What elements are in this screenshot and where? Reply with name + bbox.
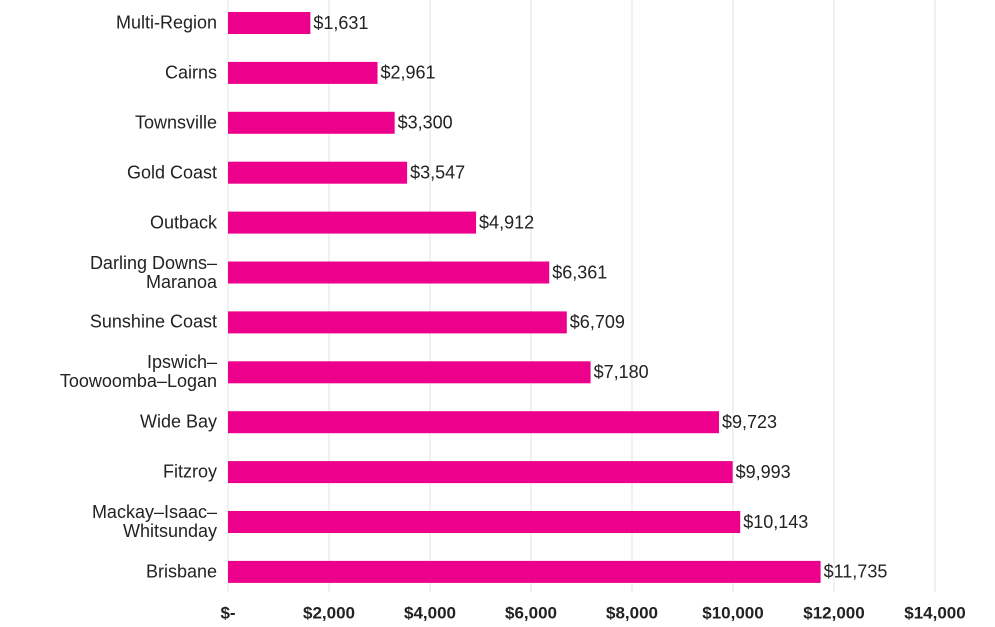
data-label: $6,361 xyxy=(552,262,607,282)
category-label: Wide Bay xyxy=(139,411,217,432)
bar xyxy=(228,311,567,334)
bar xyxy=(228,411,720,434)
x-tick-label: $6,000 xyxy=(505,603,557,622)
bar xyxy=(228,161,408,184)
x-tick-label: $- xyxy=(220,603,235,622)
data-label: $3,300 xyxy=(398,113,453,133)
data-label: $2,961 xyxy=(381,63,436,83)
category-label: Gold Coast xyxy=(126,162,217,183)
data-label: $7,180 xyxy=(594,362,649,382)
bar xyxy=(228,61,378,84)
x-tick-label: $4,000 xyxy=(404,603,456,622)
category-label: Townsville xyxy=(134,112,217,133)
category-label: Cairns xyxy=(164,62,217,83)
bar xyxy=(228,461,733,484)
category-label: Outback xyxy=(149,212,217,233)
category-label: Multi-Region xyxy=(115,12,217,33)
bar xyxy=(228,511,741,533)
bar xyxy=(228,12,311,34)
x-tick-label: $10,000 xyxy=(702,603,763,622)
category-label: Sunshine Coast xyxy=(89,311,217,332)
category-label: Darling Downs– Maranoa xyxy=(89,252,217,292)
bar xyxy=(228,560,821,583)
bar xyxy=(228,211,477,234)
category-label: Fitzroy xyxy=(163,461,217,482)
bar xyxy=(228,111,395,134)
data-label: $10,143 xyxy=(743,512,808,532)
x-tick-label: $2,000 xyxy=(303,603,355,622)
data-label: $3,547 xyxy=(410,162,465,182)
x-tick-label: $14,000 xyxy=(904,603,965,622)
category-label: Brisbane xyxy=(145,561,217,582)
data-label: $6,709 xyxy=(570,312,625,332)
bar xyxy=(228,361,591,384)
data-label: $9,723 xyxy=(722,412,777,432)
x-tick-label: $8,000 xyxy=(606,603,658,622)
x-tick-label: $12,000 xyxy=(803,603,864,622)
bar xyxy=(228,261,550,284)
data-label: $9,993 xyxy=(736,462,791,482)
data-label: $1,631 xyxy=(313,13,368,33)
category-label: Ipswich– Toowoomba–Logan xyxy=(59,352,217,392)
data-label: $4,912 xyxy=(479,212,534,232)
category-label: Mackay–Isaac– Whitsunday xyxy=(91,502,217,541)
data-label: $11,735 xyxy=(824,562,888,582)
